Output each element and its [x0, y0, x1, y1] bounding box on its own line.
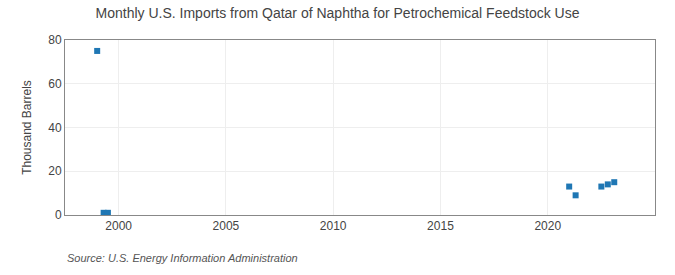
svg-text:Thousand Barrels: Thousand Barrels: [20, 80, 34, 175]
svg-text:0: 0: [55, 208, 62, 222]
svg-text:20: 20: [48, 164, 62, 178]
svg-text:80: 80: [48, 33, 62, 47]
svg-text:2010: 2010: [320, 219, 347, 233]
svg-text:Source: U.S. Energy Informatio: Source: U.S. Energy Information Administ…: [67, 252, 298, 264]
svg-text:2000: 2000: [105, 219, 132, 233]
svg-text:2015: 2015: [427, 219, 454, 233]
svg-text:Monthly U.S. Imports from Qata: Monthly U.S. Imports from Qatar of Napht…: [96, 5, 580, 21]
svg-text:60: 60: [48, 77, 62, 91]
svg-text:2005: 2005: [213, 219, 240, 233]
svg-text:40: 40: [48, 121, 62, 135]
svg-text:2020: 2020: [534, 219, 561, 233]
